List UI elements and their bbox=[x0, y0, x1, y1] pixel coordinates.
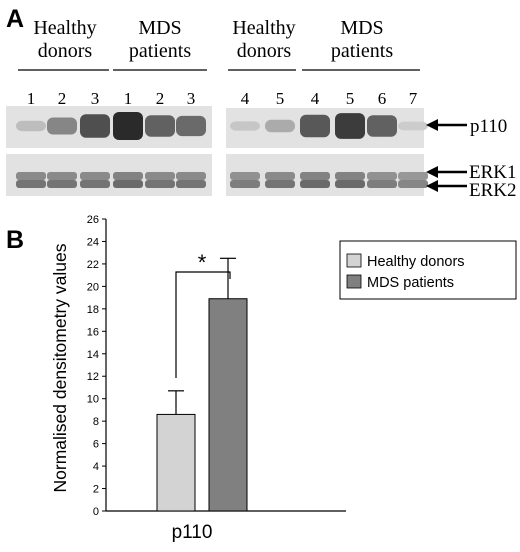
legend-swatch-healthy bbox=[346, 253, 362, 268]
left-p110-band bbox=[47, 117, 77, 135]
left-erk2-band bbox=[113, 180, 143, 188]
right-p110-band bbox=[265, 119, 295, 133]
erk1-arrow bbox=[426, 166, 467, 178]
bar-healthy-donors bbox=[156, 413, 196, 512]
left-lane-number: 3 bbox=[91, 89, 100, 108]
right-erk1-band bbox=[230, 172, 260, 180]
p110-arrow bbox=[426, 119, 467, 131]
y-tick-label: 12 bbox=[87, 371, 99, 383]
p110-marker-label: p110 bbox=[470, 116, 507, 137]
significance-star: * bbox=[198, 250, 207, 275]
left-erk2-band bbox=[145, 180, 175, 188]
left-erk1-band bbox=[145, 172, 175, 180]
right-erk2-band bbox=[265, 180, 295, 188]
right-lane-number: 4 bbox=[311, 89, 320, 108]
left-lane-number: 2 bbox=[58, 89, 67, 108]
y-tick-label: 2 bbox=[93, 484, 99, 496]
right-group-1-line2: donors bbox=[237, 40, 292, 62]
left-erk1-band bbox=[16, 172, 46, 180]
right-erk2-band bbox=[367, 180, 397, 188]
y-tick-label: 4 bbox=[93, 461, 99, 473]
right-lane-number: 5 bbox=[346, 89, 355, 108]
left-erk2-band bbox=[80, 180, 110, 188]
left-lane-number: 2 bbox=[156, 89, 165, 108]
left-p110-band bbox=[16, 120, 46, 132]
y-tick-label: 10 bbox=[87, 394, 99, 406]
right-lane-number: 7 bbox=[409, 89, 418, 108]
left-erk1-band bbox=[80, 172, 110, 180]
right-group-2-line2: patients bbox=[331, 40, 393, 62]
right-p110-band bbox=[367, 115, 397, 137]
right-erk1-band bbox=[367, 172, 397, 180]
right-lane-number: 5 bbox=[276, 89, 285, 108]
x-category-label: p110 bbox=[172, 522, 213, 543]
y-tick-label: 22 bbox=[87, 259, 99, 271]
right-erk2-band bbox=[230, 180, 260, 188]
y-tick-label: 16 bbox=[87, 326, 99, 338]
panel-b-label: B bbox=[6, 226, 24, 254]
y-tick-label: 14 bbox=[87, 349, 99, 361]
legend-swatch-mds bbox=[346, 274, 362, 289]
right-p110-band bbox=[300, 114, 330, 138]
right-erk1-band bbox=[265, 172, 295, 180]
right-erk2-band bbox=[335, 180, 365, 188]
left-group-1-line1: Healthy bbox=[33, 17, 96, 39]
right-lane-number: 6 bbox=[378, 89, 387, 108]
left-lane-number: 3 bbox=[187, 89, 196, 108]
left-erk2-band bbox=[176, 180, 206, 188]
erk2-arrow bbox=[426, 180, 467, 192]
right-group-2-line1: MDS bbox=[340, 17, 383, 39]
right-erk1-band bbox=[335, 172, 365, 180]
left-erk1-band bbox=[176, 172, 206, 180]
left-p110-band bbox=[113, 112, 143, 140]
bars bbox=[156, 257, 248, 512]
lane-numbers: 1 2 3 1 2 3 4 5 4 5 6 7 bbox=[27, 89, 418, 108]
left-lane-number: 1 bbox=[124, 89, 133, 108]
right-erk2-band bbox=[300, 180, 330, 188]
erk1-marker-label: ERK1 bbox=[469, 162, 517, 183]
left-p110-band bbox=[145, 115, 175, 137]
legend-label-healthy: Healthy donors bbox=[367, 254, 465, 270]
left-erk2-band bbox=[47, 180, 77, 188]
left-erk2-band bbox=[16, 180, 46, 188]
right-group-1-line1: Healthy bbox=[232, 17, 295, 39]
right-p110-band bbox=[230, 121, 260, 131]
legend-box bbox=[339, 240, 517, 300]
legend-label-mds: MDS patients bbox=[367, 275, 454, 291]
panel-a-label: A bbox=[6, 5, 24, 33]
bar-mds-patients bbox=[208, 298, 248, 512]
right-p110-band bbox=[398, 121, 428, 131]
left-p110-band bbox=[80, 114, 110, 138]
y-axis-title: Normalised densitometry values bbox=[50, 243, 70, 492]
right-erk1-band bbox=[300, 172, 330, 180]
right-erk1-band bbox=[398, 172, 428, 180]
left-erk1-band bbox=[47, 172, 77, 180]
legend: Healthy donors MDS patients bbox=[339, 240, 517, 300]
y-tick-label: 0 bbox=[93, 506, 99, 518]
y-tick-label: 8 bbox=[93, 416, 99, 428]
y-tick-label: 24 bbox=[87, 236, 99, 248]
right-lane-number: 4 bbox=[241, 89, 250, 108]
left-group-1-line2: donors bbox=[38, 40, 93, 62]
right-erk2-band bbox=[398, 180, 428, 188]
left-group-2-line1: MDS bbox=[138, 17, 181, 39]
left-lane-number: 1 bbox=[27, 89, 36, 108]
significance-bracket bbox=[175, 271, 231, 378]
y-tick-label: 26 bbox=[87, 214, 99, 226]
left-erk1-band bbox=[113, 172, 143, 180]
erk2-marker-label: ERK2 bbox=[469, 180, 517, 201]
y-tick-label: 6 bbox=[93, 439, 99, 451]
right-p110-band bbox=[335, 113, 365, 139]
y-tick-label: 18 bbox=[87, 304, 99, 316]
left-p110-band bbox=[176, 115, 206, 137]
left-group-2-line2: patients bbox=[129, 40, 191, 62]
y-tick-label: 20 bbox=[87, 281, 99, 293]
western-blots bbox=[6, 106, 428, 196]
